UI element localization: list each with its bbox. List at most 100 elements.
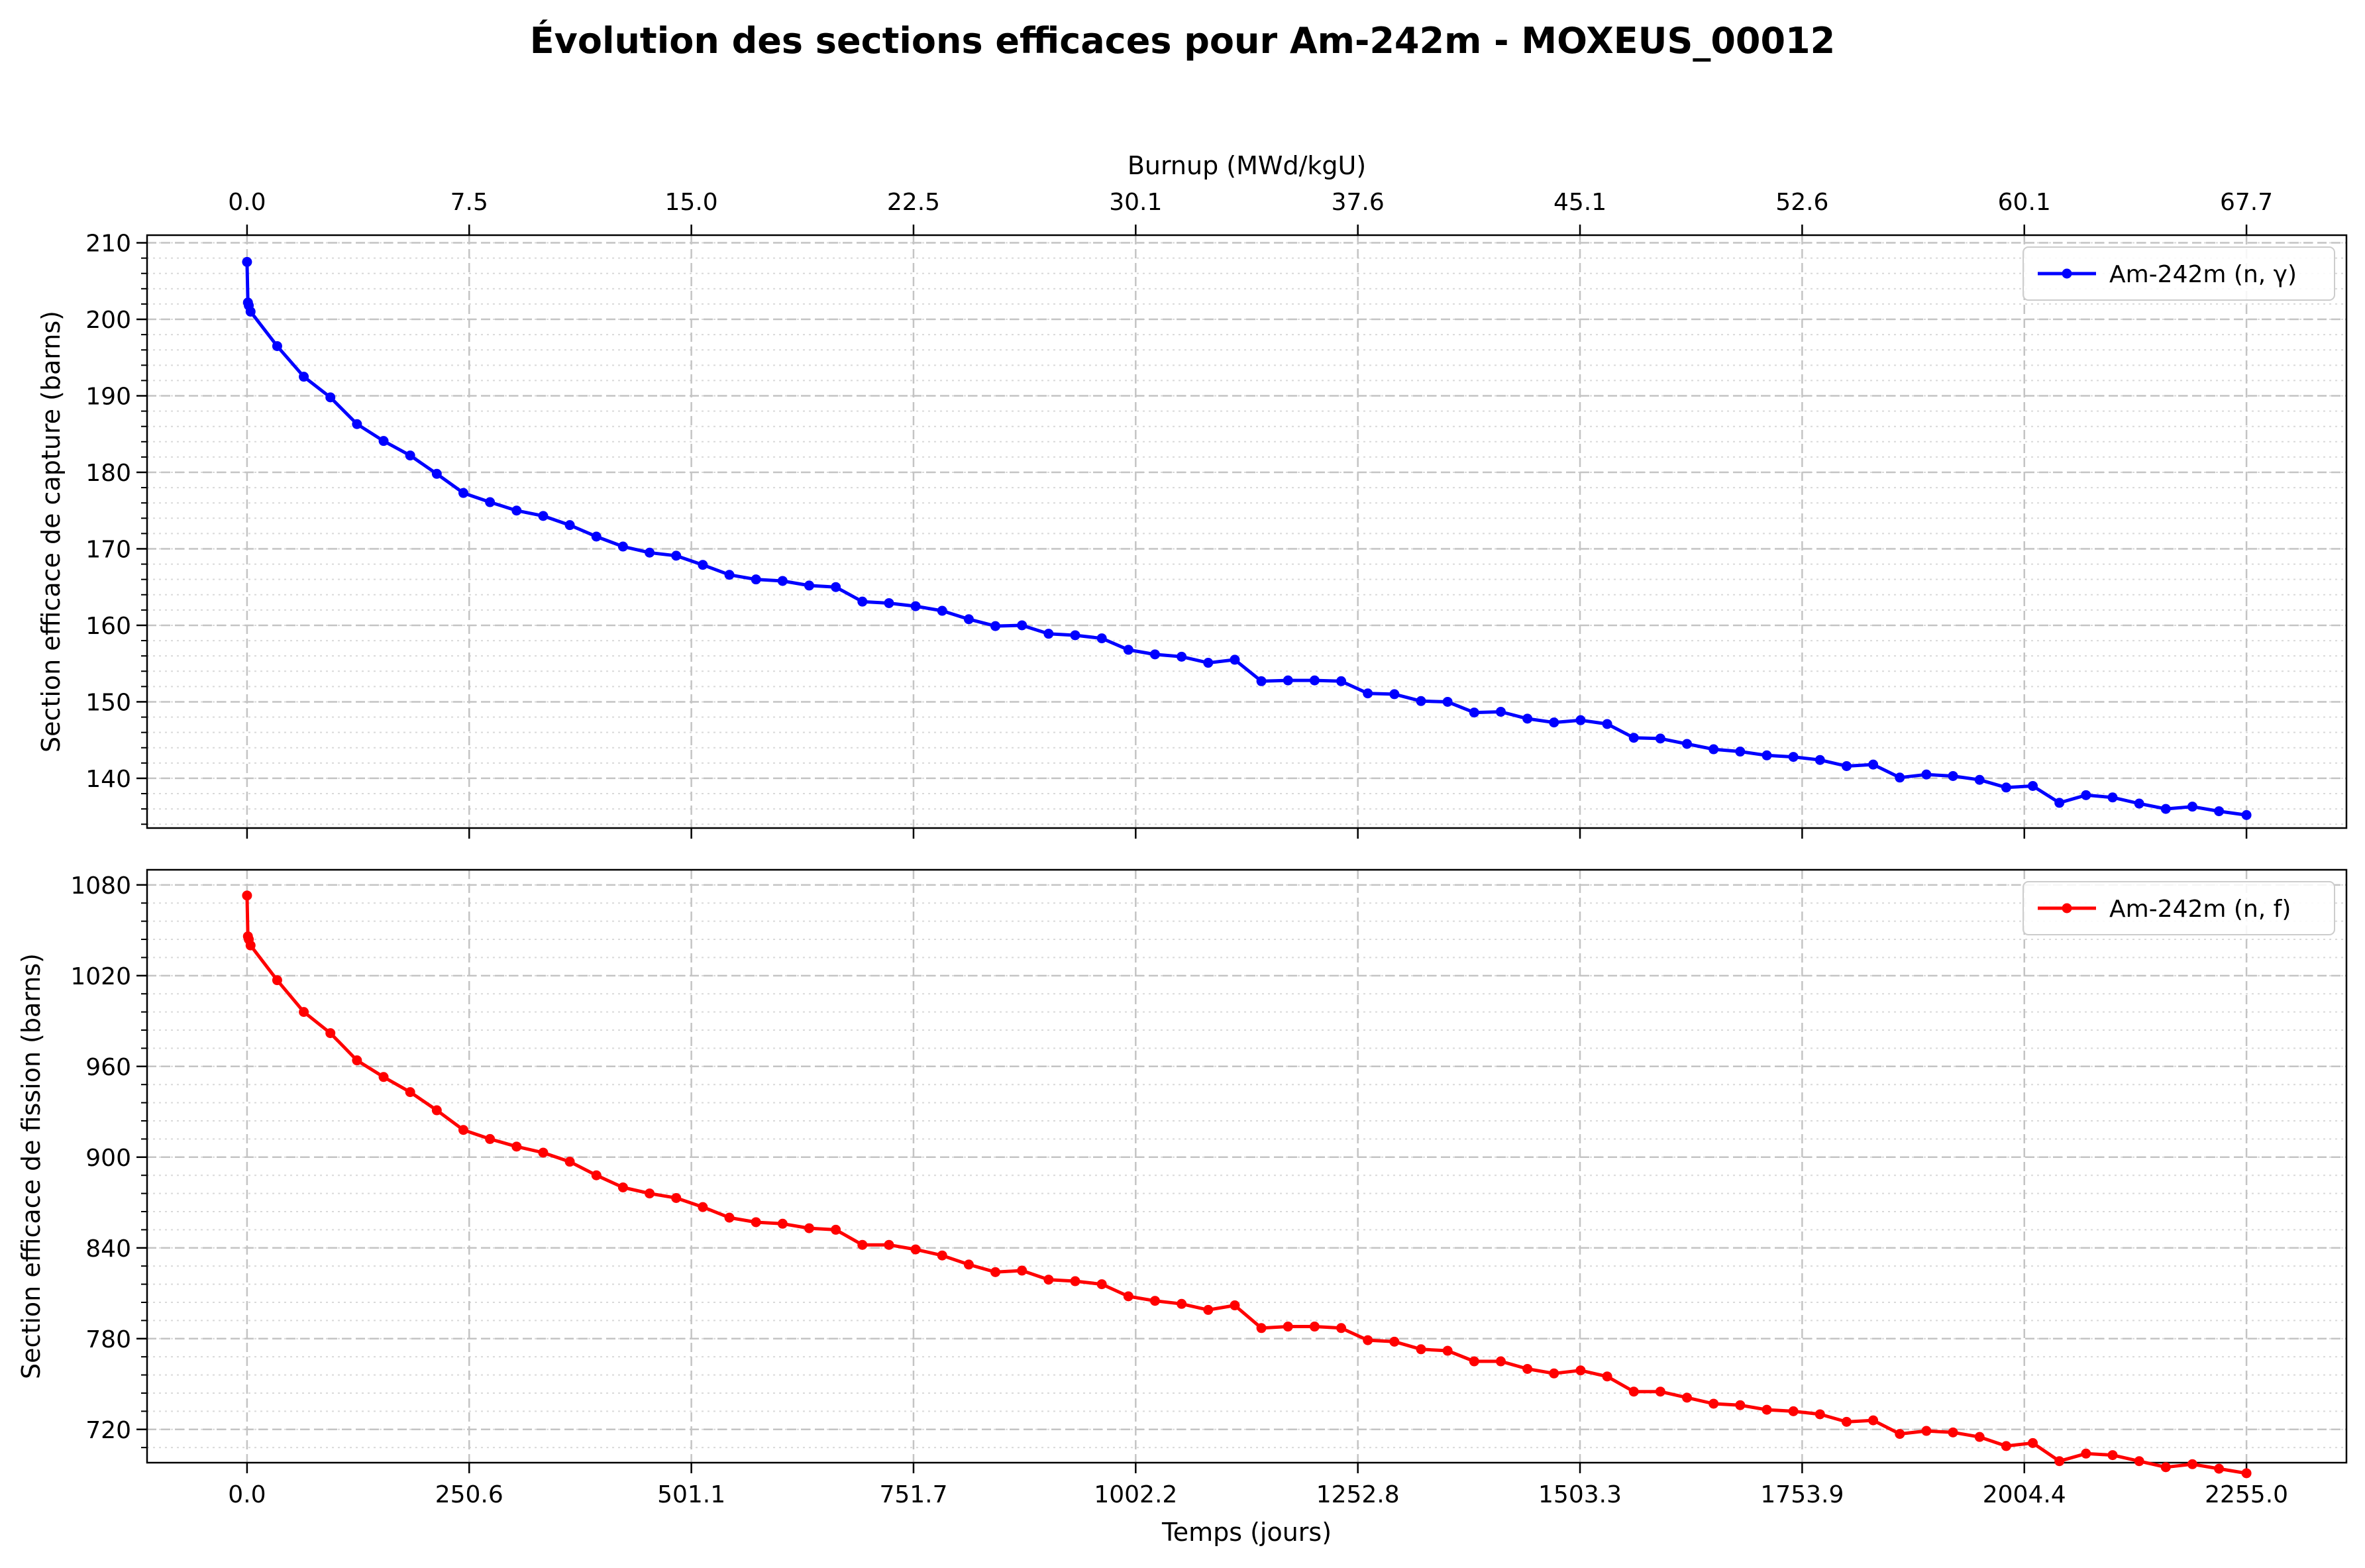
y-tick-label: 960 (85, 1054, 131, 1081)
data-point (1203, 1304, 1214, 1315)
data-point (2214, 806, 2225, 817)
data-point (1948, 1427, 1958, 1437)
data-point (857, 1239, 868, 1250)
top-x-tick-label: 15.0 (665, 189, 718, 216)
x-tick-label: 1252.8 (1316, 1481, 1400, 1508)
figure-title: Évolution des sections efficaces pour Am… (530, 20, 1835, 62)
data-point (458, 1125, 468, 1135)
y-axis-label: Section efficace de capture (barns) (36, 311, 66, 753)
data-point (1096, 633, 1107, 644)
data-point (1575, 1365, 1586, 1376)
data-point (405, 1087, 415, 1098)
data-point (1389, 689, 1400, 700)
data-point (937, 605, 947, 616)
data-point (1814, 1409, 1825, 1420)
data-point (1868, 1415, 1879, 1426)
data-point (1070, 630, 1080, 641)
top-x-tick-label: 60.1 (1998, 189, 2051, 216)
x-tick-label: 1753.9 (1760, 1481, 1844, 1508)
y-tick-label: 720 (85, 1417, 131, 1444)
data-point (299, 1007, 309, 1018)
data-point (2028, 780, 2038, 791)
data-point (1895, 1429, 1905, 1439)
legend-marker (2062, 903, 2072, 914)
y-tick-label: 190 (85, 384, 131, 411)
data-point (1522, 713, 1533, 724)
data-point (1921, 769, 1932, 780)
data-point (2187, 1459, 2197, 1469)
x-tick-label: 1002.2 (1094, 1481, 1177, 1508)
data-point (431, 1105, 442, 1116)
legend-box (2023, 246, 2335, 301)
data-point (352, 419, 362, 429)
y-tick-label: 1080 (70, 872, 131, 900)
data-point (378, 436, 389, 446)
data-point (1761, 1404, 1772, 1415)
data-point (1256, 1323, 1267, 1333)
plot-frame (146, 234, 2348, 829)
data-point (1495, 706, 1506, 717)
data-point (242, 890, 252, 901)
top-x-tick-label: 0.0 (228, 189, 266, 216)
data-point (724, 570, 735, 580)
top-x-tick-label: 22.5 (887, 189, 940, 216)
data-point (564, 520, 575, 531)
data-point (1123, 1291, 1133, 1302)
data-point (884, 598, 894, 608)
data-point (698, 1202, 708, 1212)
data-point (591, 1170, 602, 1180)
data-point (1336, 1323, 1347, 1333)
data-point (1549, 717, 1559, 728)
data-point (1283, 1322, 1293, 1332)
data-point (1948, 770, 1958, 781)
data-point (777, 1218, 788, 1229)
data-point (1442, 696, 1453, 707)
data-point (1682, 739, 1693, 749)
data-point (1123, 645, 1133, 655)
data-point (2001, 1441, 2011, 1451)
data-point (2081, 1448, 2091, 1459)
data-point (2134, 798, 2144, 809)
data-point (804, 1223, 814, 1233)
data-point (645, 1188, 655, 1199)
data-point (325, 1028, 336, 1039)
data-point (1788, 1406, 1799, 1416)
data-point (2081, 790, 2091, 800)
capture-cross-section-chart: 140 150 160 170 180 190 200 210 0.0 7.5 15.0 22.5 30… (36, 151, 2348, 839)
y-tick-label: 150 (85, 689, 131, 716)
data-point (1283, 675, 1293, 686)
data-point (1416, 696, 1426, 706)
data-point (831, 582, 841, 592)
top-x-axis-label: Burnup (MWd/kgU) (1128, 151, 1366, 180)
top-x-tick-label: 37.6 (1332, 189, 1385, 216)
data-point (1814, 755, 1825, 765)
data-point (1495, 1356, 1506, 1367)
y-tick-label: 840 (85, 1235, 131, 1263)
data-point (1149, 1296, 1160, 1306)
y-tick-label: 140 (85, 766, 131, 793)
data-point (1149, 649, 1160, 660)
data-point (1761, 750, 1772, 760)
data-point (1708, 744, 1719, 755)
data-point (1469, 707, 1479, 718)
data-point (963, 1259, 974, 1270)
data-point (1602, 1371, 1612, 1382)
plot-frame (146, 868, 2348, 1464)
data-point (645, 547, 655, 558)
data-point (1628, 733, 1639, 743)
data-point (242, 256, 252, 267)
top-x-tick-label: 52.6 (1775, 189, 1828, 216)
data-point (511, 505, 522, 516)
data-point (1549, 1368, 1559, 1379)
data-point (1416, 1344, 1426, 1355)
data-point (1043, 629, 1054, 639)
data-point (1708, 1398, 1719, 1409)
data-point (2054, 798, 2065, 808)
data-point (2241, 810, 2252, 820)
data-point (2107, 792, 2118, 803)
data-point (245, 306, 256, 317)
data-point (1043, 1275, 1054, 1285)
data-point (1682, 1392, 1693, 1403)
data-point (910, 601, 921, 611)
